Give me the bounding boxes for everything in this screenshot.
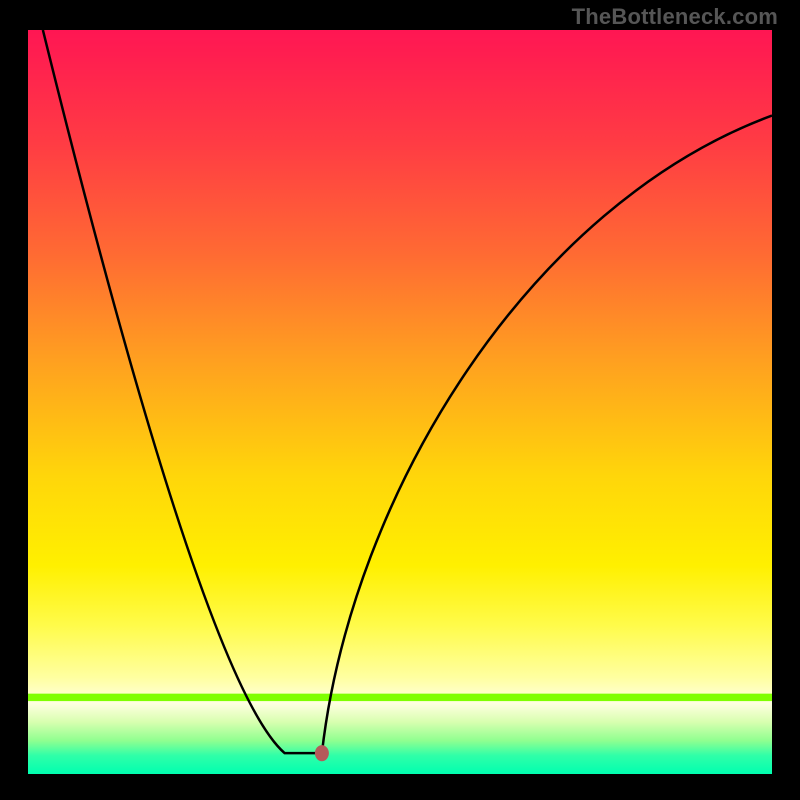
watermark-text: TheBottleneck.com	[572, 4, 778, 30]
chart-frame: TheBottleneck.com	[0, 0, 800, 800]
acid-green-band	[28, 694, 772, 701]
gradient-background	[28, 30, 772, 774]
bottleneck-chart	[28, 30, 772, 774]
plot-area	[28, 30, 772, 774]
min-point-marker	[315, 745, 329, 761]
